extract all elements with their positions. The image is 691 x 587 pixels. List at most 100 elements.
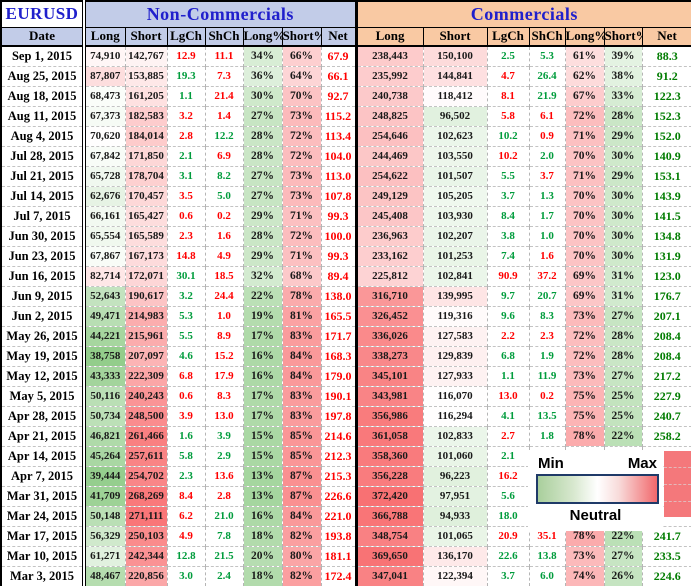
- c-shortpct-cell: 28%: [603, 105, 643, 126]
- c-longpct-cell: 70%: [564, 185, 605, 206]
- c-shortpct-cell: 22%: [603, 425, 643, 446]
- c-net-cell: 131.9: [641, 245, 691, 266]
- c-shortpct-cell: 29%: [603, 165, 643, 186]
- c-long-cell: 245,408: [354, 205, 424, 226]
- c-lgch-cell: 9.6: [486, 305, 530, 326]
- nc-lgch-cell: 30.1: [166, 265, 205, 286]
- table-row: Jun 30, 2015 65,554 165,589 2.3 1.6 28% 72% 100…: [0, 225, 691, 246]
- c-short-cell: 96,223: [422, 465, 488, 486]
- c-shch-cell: 13.5: [528, 405, 566, 426]
- c-shch-cell: 6.1: [528, 105, 566, 126]
- col-header-nc-shch: ShCh: [204, 26, 244, 47]
- c-long-cell: 316,710: [354, 285, 424, 306]
- c-long-cell: 343,981: [354, 385, 424, 406]
- nc-long-cell: 52,643: [83, 285, 125, 306]
- c-short-cell: 101,060: [422, 445, 488, 466]
- c-shortpct-cell: 38%: [603, 65, 643, 86]
- c-net-cell: 134.8: [641, 225, 691, 246]
- nc-long-cell: 50,734: [83, 405, 125, 426]
- nc-shch-cell: 2.4: [204, 565, 243, 586]
- section-header-noncommercials: Non-Commercials: [82, 0, 358, 28]
- nc-net-cell: 226.6: [320, 485, 357, 506]
- nc-shch-cell: 8.3: [204, 385, 243, 406]
- c-longpct-cell: 74%: [564, 565, 605, 586]
- legend-gradient-bar: [536, 474, 659, 504]
- nc-shortpct-cell: 84%: [281, 365, 321, 386]
- nc-longpct-cell: 19%: [242, 305, 282, 326]
- nc-shch-cell: 21.0: [204, 505, 243, 526]
- col-header-nc-shortpct: Short%: [281, 26, 322, 47]
- nc-shch-cell: 11.1: [204, 45, 243, 66]
- date-cell: May 5, 2015: [0, 385, 86, 406]
- c-longpct-cell: 73%: [564, 365, 605, 386]
- nc-short-cell: 250,103: [124, 525, 167, 546]
- table-row: Jun 9, 2015 52,643 190,617 3.2 24.4 22% 78% 138…: [0, 285, 691, 306]
- nc-longpct-cell: 29%: [242, 245, 282, 266]
- nc-long-cell: 70,620: [83, 125, 125, 146]
- nc-shortpct-cell: 83%: [281, 385, 321, 406]
- c-lgch-cell: 90.9: [486, 265, 530, 286]
- nc-longpct-cell: 18%: [242, 525, 282, 546]
- c-net-cell: 240.7: [641, 405, 691, 426]
- nc-net-cell: 197.8: [320, 405, 357, 426]
- c-lgch-cell: 6.8: [486, 345, 530, 366]
- c-longpct-cell: 70%: [564, 145, 605, 166]
- c-net-cell: 208.4: [641, 325, 691, 346]
- nc-longpct-cell: 17%: [242, 405, 282, 426]
- nc-longpct-cell: 28%: [242, 125, 282, 146]
- nc-longpct-cell: 13%: [242, 465, 282, 486]
- c-short-cell: 97,951: [422, 485, 488, 506]
- nc-long-cell: 68,473: [83, 85, 125, 106]
- c-short-cell: 127,583: [422, 325, 488, 346]
- c-short-cell: 127,933: [422, 365, 488, 386]
- c-net-cell: 207.1: [641, 305, 691, 326]
- c-short-cell: 101,253: [422, 245, 488, 266]
- nc-shortpct-cell: 72%: [281, 145, 321, 166]
- instrument-title: EURUSD: [0, 0, 86, 28]
- nc-lgch-cell: 3.2: [166, 105, 205, 126]
- c-longpct-cell: 71%: [564, 125, 605, 146]
- color-scale-legend: Min Max Neutral: [528, 451, 663, 531]
- nc-net-cell: 138.0: [320, 285, 357, 306]
- table-row: May 12, 2015 43,333 222,309 6.8 17.9 16% 84% 17…: [0, 365, 691, 386]
- nc-shortpct-cell: 68%: [281, 265, 321, 286]
- nc-lgch-cell: 5.8: [166, 445, 205, 466]
- c-shortpct-cell: 39%: [603, 45, 643, 66]
- date-cell: Mar 24, 2015: [0, 505, 86, 526]
- c-lgch-cell: 5.6: [486, 485, 530, 506]
- date-cell: Jun 2, 2015: [0, 305, 86, 326]
- nc-short-cell: 222,309: [124, 365, 167, 386]
- nc-lgch-cell: 5.3: [166, 305, 205, 326]
- c-shch-cell: 0.9: [528, 125, 566, 146]
- nc-net-cell: 115.2: [320, 105, 357, 126]
- c-long-cell: 248,825: [354, 105, 424, 126]
- c-net-cell: 140.9: [641, 145, 691, 166]
- nc-longpct-cell: 32%: [242, 265, 282, 286]
- c-shortpct-cell: 31%: [603, 285, 643, 306]
- c-short-cell: 150,100: [422, 45, 488, 66]
- c-net-cell: 152.3: [641, 105, 691, 126]
- date-cell: Jul 21, 2015: [0, 165, 86, 186]
- nc-shch-cell: 3.9: [204, 425, 243, 446]
- nc-shortpct-cell: 80%: [281, 545, 321, 566]
- nc-lgch-cell: 4.9: [166, 525, 205, 546]
- nc-shch-cell: 18.5: [204, 265, 243, 286]
- nc-longpct-cell: 18%: [242, 565, 282, 586]
- c-shch-cell: 1.0: [528, 225, 566, 246]
- c-long-cell: 366,788: [354, 505, 424, 526]
- c-long-cell: 356,986: [354, 405, 424, 426]
- nc-shortpct-cell: 70%: [281, 85, 321, 106]
- c-lgch-cell: 3.8: [486, 225, 530, 246]
- table-row: Jul 14, 2015 62,676 170,457 3.5 5.0 27% 73% 107…: [0, 185, 691, 206]
- c-net-cell: 88.3: [641, 45, 691, 66]
- nc-shortpct-cell: 64%: [281, 65, 321, 86]
- c-long-cell: 254,622: [354, 165, 424, 186]
- date-cell: Jun 23, 2015: [0, 245, 86, 266]
- nc-short-cell: 153,885: [124, 65, 167, 86]
- c-net-cell: 227.9: [641, 385, 691, 406]
- nc-short-cell: 248,500: [124, 405, 167, 426]
- c-longpct-cell: 70%: [564, 205, 605, 226]
- c-shch-cell: 11.9: [528, 365, 566, 386]
- nc-shortpct-cell: 73%: [281, 105, 321, 126]
- c-longpct-cell: 70%: [564, 225, 605, 246]
